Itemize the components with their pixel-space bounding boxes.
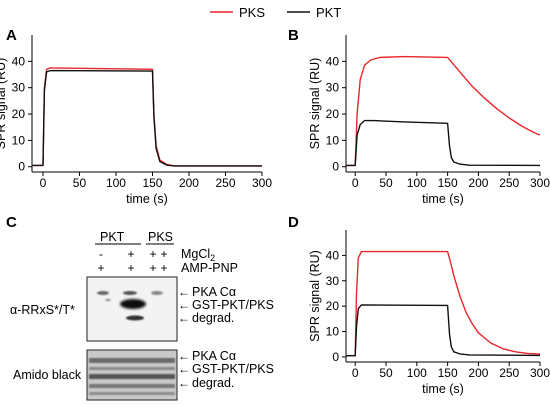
y-tick-label-d-40: 40 xyxy=(326,248,340,262)
chart-panel-d: 0 50 100 150 200 250 300 0 10 20 30 40 time (s) SPR s… xyxy=(308,230,550,396)
x-tick-label-d-50: 50 xyxy=(379,366,393,380)
blot-cond-ampnp-lane3: + xyxy=(149,261,156,275)
x-tick-label-a-250: 250 xyxy=(215,176,235,190)
panel-letter-d: D xyxy=(288,214,299,231)
x-tick-label-d-300: 300 xyxy=(530,366,550,380)
y-axis-label-a: SPR signal (RU) xyxy=(0,58,8,150)
blot-panel-c: PKT PKS - + + + MgCl2 + + + + AMP-PNP α-… xyxy=(10,230,274,401)
series-line-d-pkt xyxy=(346,304,541,357)
series-line-a-pks xyxy=(32,67,262,167)
amido-arrow-3: ← xyxy=(178,376,190,390)
x-tick-label-b-250: 250 xyxy=(499,176,519,190)
series-line-a-pkt xyxy=(32,69,262,167)
blot-cond-ampnp-lane1: + xyxy=(97,261,104,275)
series-line-d-pks xyxy=(346,250,541,357)
y-tick-label-d-30: 30 xyxy=(326,274,340,288)
blot-group-label-pks: PKS xyxy=(148,230,173,244)
x-tick-label-d-250: 250 xyxy=(499,366,519,380)
y-tick-label-d-0: 0 xyxy=(332,350,339,364)
x-axis-label-a: time (s) xyxy=(126,192,168,206)
panel-letter-c: C xyxy=(6,214,17,231)
western-blot-label: α-RRxS*/T* xyxy=(10,303,75,317)
western-arrow-3: ← xyxy=(178,311,190,325)
x-tick-label-d-100: 100 xyxy=(407,366,427,380)
x-tick-label-b-50: 50 xyxy=(379,176,393,190)
y-axis-label-b: SPR signal (RU) xyxy=(308,58,322,150)
amido-band-label-2: GST-PKT/PKS xyxy=(192,362,274,376)
x-tick-label-a-150: 150 xyxy=(142,176,162,190)
amido-arrow-1: ← xyxy=(178,349,190,363)
x-tick-label-d-150: 150 xyxy=(438,366,458,380)
legend: PKS PKT xyxy=(210,5,341,20)
western-band-label-2: GST-PKT/PKS xyxy=(192,298,274,312)
x-tick-label-b-100: 100 xyxy=(407,176,427,190)
y-tick-label-a-10: 10 xyxy=(12,133,26,147)
x-axis-label-b: time (s) xyxy=(422,192,464,206)
amido-band-label-3: degrad. xyxy=(192,376,234,390)
x-tick-label-b-200: 200 xyxy=(468,176,488,190)
blot-cond-mgcl2-lane1: - xyxy=(99,247,103,261)
x-axis-label-d: time (s) xyxy=(422,382,464,396)
western-blot-image xyxy=(86,276,178,342)
x-tick-label-b-150: 150 xyxy=(438,176,458,190)
western-arrow-2: ← xyxy=(178,298,190,312)
blot-cond-mgcl2-lane4: + xyxy=(160,247,167,261)
y-tick-label-a-30: 30 xyxy=(12,81,26,95)
x-tick-label-a-100: 100 xyxy=(106,176,126,190)
amido-arrow-2: ← xyxy=(178,362,190,376)
x-tick-label-a-50: 50 xyxy=(73,176,87,190)
panel-letter-a: A xyxy=(6,27,17,44)
x-tick-label-a-200: 200 xyxy=(179,176,199,190)
chart-panel-a: 0 50 100 150 200 250 300 0 10 20 30 40 time (s) SPR s… xyxy=(0,35,272,206)
x-tick-label-a-0: 0 xyxy=(40,176,47,190)
blot-cond-mgcl2-label: MgCl2 xyxy=(181,247,215,263)
blot-cond-ampnp-label: AMP-PNP xyxy=(181,261,238,275)
legend-label-pks: PKS xyxy=(239,5,265,20)
chart-panel-b: 0 50 100 150 200 250 300 0 10 20 30 40 time (s) SPR s… xyxy=(308,35,550,206)
x-tick-label-d-0: 0 xyxy=(352,366,359,380)
blot-cond-ampnp-lane2: + xyxy=(127,261,134,275)
y-tick-label-b-40: 40 xyxy=(326,54,340,68)
x-tick-label-b-0: 0 xyxy=(352,176,359,190)
x-tick-label-b-300: 300 xyxy=(530,176,550,190)
y-tick-label-b-0: 0 xyxy=(332,160,339,174)
y-tick-label-b-30: 30 xyxy=(326,81,340,95)
y-tick-label-a-40: 40 xyxy=(12,54,26,68)
y-tick-label-d-20: 20 xyxy=(326,299,340,313)
blot-cond-ampnp-lane4: + xyxy=(160,261,167,275)
y-tick-label-b-20: 20 xyxy=(326,107,340,121)
western-arrow-1: ← xyxy=(178,285,190,299)
blot-cond-mgcl2-lane3: + xyxy=(149,247,156,261)
western-band-label-3: degrad. xyxy=(192,311,234,325)
x-tick-label-a-300: 300 xyxy=(252,176,272,190)
y-tick-label-d-10: 10 xyxy=(326,325,340,339)
western-band-label-1: PKA Cα xyxy=(192,285,236,299)
y-axis-label-d: SPR signal (RU) xyxy=(308,250,322,342)
blot-cond-mgcl2-lane2: + xyxy=(127,247,134,261)
panel-letter-b: B xyxy=(288,27,299,44)
amido-band-label-1: PKA Cα xyxy=(192,349,236,363)
y-tick-label-b-10: 10 xyxy=(326,133,340,147)
series-line-b-pkt xyxy=(346,119,541,167)
series-line-b-pks xyxy=(346,55,541,167)
x-tick-label-d-200: 200 xyxy=(468,366,488,380)
legend-label-pkt: PKT xyxy=(316,5,341,20)
y-tick-label-a-0: 0 xyxy=(18,160,25,174)
blot-group-label-pkt: PKT xyxy=(100,230,125,244)
amido-black-image xyxy=(86,349,178,401)
y-tick-label-a-20: 20 xyxy=(12,107,26,121)
amido-black-label: Amido black xyxy=(13,368,82,382)
